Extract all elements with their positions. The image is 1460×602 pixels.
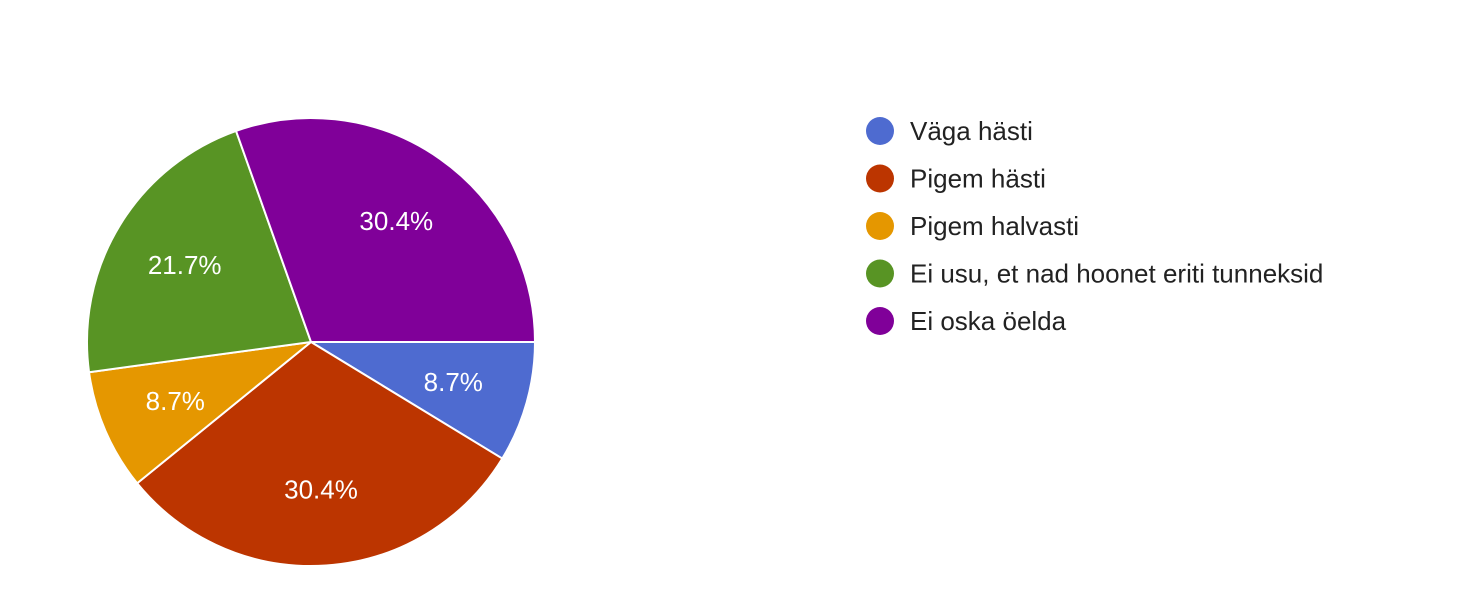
pie-slice-3[interactable]	[86, 129, 313, 374]
legend-label-0: Väga hästi	[910, 116, 1033, 146]
legend-label-3: Ei usu, et nad hoonet eriti tunneksid	[910, 259, 1323, 289]
legend-label-1: Pigem hästi	[910, 164, 1046, 194]
legend-swatch-2	[866, 212, 894, 240]
legend-item-4[interactable]: Ei oska öelda	[866, 306, 1067, 336]
pie-slice-0[interactable]	[307, 341, 537, 460]
legend-item-3[interactable]: Ei usu, et nad hoonet eriti tunneksid	[866, 259, 1323, 289]
legend-item-0[interactable]: Väga hästi	[866, 116, 1033, 146]
pie-slices	[86, 117, 537, 567]
pie-slice-1[interactable]	[135, 340, 504, 567]
legend-swatch-4	[866, 307, 894, 335]
legend-swatch-1	[866, 164, 894, 193]
pie-slice-2[interactable]	[87, 340, 315, 485]
legend: Väga hästi Pigem hästi Pigem halvasti Ei us…	[866, 116, 1323, 336]
pie-slice-label-3: 21.7%	[148, 250, 222, 280]
legend-label-2: Pigem halvasti	[910, 211, 1079, 241]
pie-slice-4[interactable]	[234, 117, 537, 343]
legend-item-2[interactable]: Pigem halvasti	[866, 211, 1079, 241]
legend-swatch-0	[866, 117, 894, 145]
legend-swatch-3	[866, 259, 894, 288]
legend-label-4: Ei oska öelda	[910, 306, 1067, 336]
pie-slice-label-4: 30.4%	[359, 206, 433, 236]
pie-slice-labels: 8.7% 30.4% 8.7% 21.7% 30.4%	[146, 206, 483, 504]
legend-item-1[interactable]: Pigem hästi	[866, 164, 1046, 194]
pie-slice-label-0: 8.7%	[424, 367, 483, 397]
pie-slice-label-2: 8.7%	[146, 386, 205, 416]
pie-slice-label-1: 30.4%	[284, 475, 358, 505]
